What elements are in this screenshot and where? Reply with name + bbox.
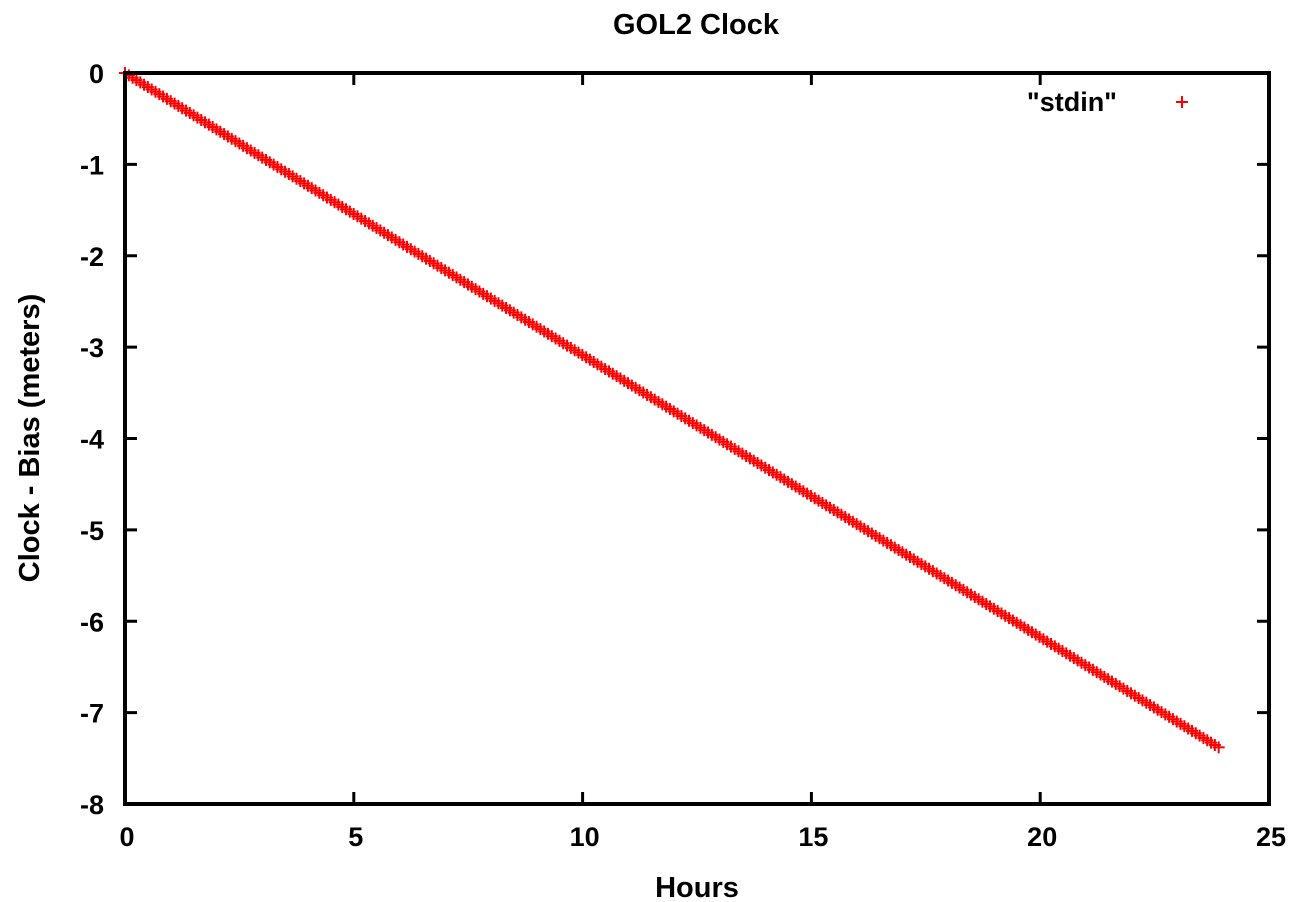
y-tick-label: -4 xyxy=(80,425,104,455)
legend: "stdin" xyxy=(1027,87,1188,117)
y-tick-label: -8 xyxy=(80,790,104,820)
x-tick-label: 15 xyxy=(798,822,828,852)
legend-label: "stdin" xyxy=(1027,87,1117,117)
y-tick-label: 0 xyxy=(89,59,104,89)
data-series-stdin xyxy=(119,67,1225,754)
x-axis-label: Hours xyxy=(655,872,739,902)
x-tick-labels: 0 5 10 15 20 25 xyxy=(119,822,1286,852)
x-tick-label: 5 xyxy=(348,822,363,852)
chart-title: GOL2 Clock xyxy=(613,9,780,41)
x-tick-label: 20 xyxy=(1027,822,1057,852)
x-tick-label: 10 xyxy=(570,822,600,852)
y-axis-label: Clock - Bias (meters) xyxy=(14,294,46,583)
data-point xyxy=(1212,741,1225,754)
y-tick-label: -5 xyxy=(80,516,104,546)
y-tick-label: -6 xyxy=(80,607,104,637)
y-tick-label: -2 xyxy=(80,242,104,272)
x-tick-label: 25 xyxy=(1256,822,1286,852)
y-tick-label: -1 xyxy=(80,150,104,180)
y-tick-label: -7 xyxy=(80,699,104,729)
plot-frame xyxy=(123,71,1271,806)
x-tick-label: 0 xyxy=(119,822,134,852)
legend-marker xyxy=(1176,96,1188,108)
y-tick-label: -3 xyxy=(80,333,104,363)
y-tick-labels: 0 -1 -2 -3 -4 -5 -6 -7 -8 xyxy=(80,59,104,820)
